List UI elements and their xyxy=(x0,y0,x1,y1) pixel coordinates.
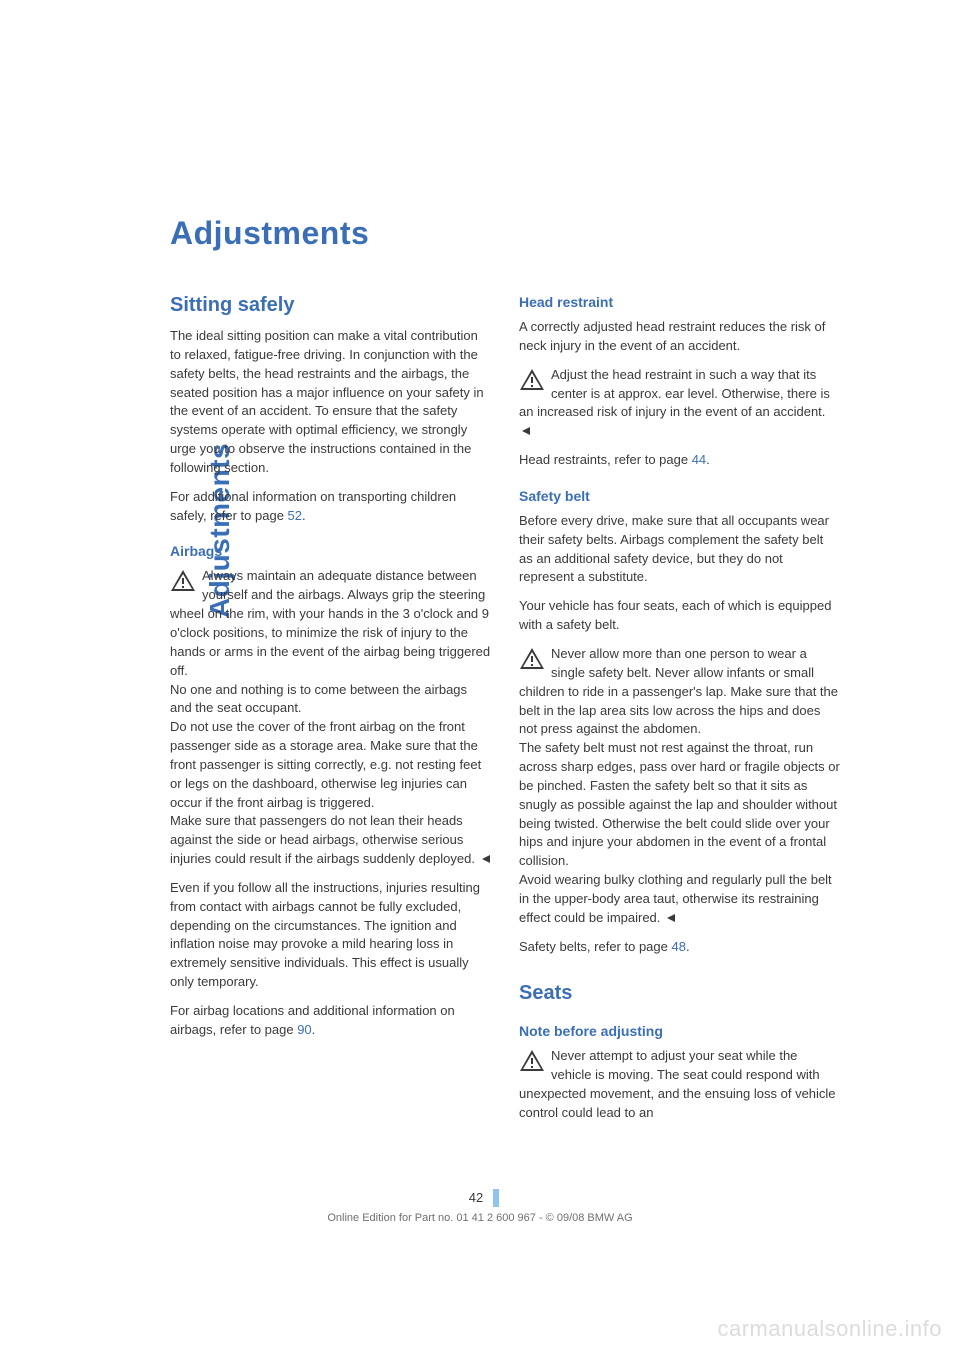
text-fragment: Head restraints, refer to page xyxy=(519,452,692,467)
watermark: carmanualsonline.info xyxy=(717,1316,942,1342)
page-reference-link[interactable]: 52 xyxy=(288,508,302,523)
page-reference-link[interactable]: 44 xyxy=(692,452,706,467)
heading-head-restraint: Head restraint xyxy=(519,294,840,310)
warning-icon xyxy=(519,647,545,670)
warning-text: Always maintain an adequate distance bet… xyxy=(170,568,490,866)
heading-airbags: Airbags xyxy=(170,543,491,559)
warning-text: Never allow more than one person to wear… xyxy=(519,646,840,925)
warning-icon xyxy=(519,368,545,391)
page-content: Adjustments Sitting safely The ideal sit… xyxy=(170,215,840,1133)
end-mark-icon xyxy=(481,854,491,864)
paragraph: Your vehicle has four seats, each of whi… xyxy=(519,597,840,635)
warning-block-seats: Never attempt to adjust your seat while … xyxy=(519,1047,840,1122)
two-column-layout: Sitting safely The ideal sitting positio… xyxy=(170,294,840,1133)
page-reference-link[interactable]: 90 xyxy=(297,1022,311,1037)
warning-block-airbags: Always maintain an adequate distance bet… xyxy=(170,567,491,869)
page-number-accent-bar xyxy=(493,1189,499,1207)
text-fragment: . xyxy=(312,1022,316,1037)
paragraph: For additional information on transporti… xyxy=(170,488,491,526)
paragraph: Even if you follow all the instructions,… xyxy=(170,879,491,992)
column-right: Head restraint A correctly adjusted head… xyxy=(519,294,840,1133)
paragraph: For airbag locations and additional info… xyxy=(170,1002,491,1040)
end-mark-icon xyxy=(521,426,531,436)
chapter-title: Adjustments xyxy=(170,215,840,252)
warning-text: Never attempt to adjust your seat while … xyxy=(519,1048,836,1120)
text-fragment: . xyxy=(686,939,690,954)
paragraph: Safety belts, refer to page 48. xyxy=(519,938,840,957)
end-mark-icon xyxy=(666,913,676,923)
footer-edition-line: Online Edition for Part no. 01 41 2 600 … xyxy=(0,1212,960,1224)
text-fragment: . xyxy=(706,452,710,467)
paragraph: Before every drive, make sure that all o… xyxy=(519,512,840,587)
text-fragment: For additional information on transporti… xyxy=(170,489,456,523)
heading-note-before-adjusting: Note before adjusting xyxy=(519,1023,840,1039)
warning-block-safety-belt: Never allow more than one person to wear… xyxy=(519,645,840,928)
paragraph: The ideal sitting position can make a vi… xyxy=(170,327,491,478)
paragraph: Head restraints, refer to page 44. xyxy=(519,451,840,470)
page-reference-link[interactable]: 48 xyxy=(671,939,685,954)
column-left: Sitting safely The ideal sitting positio… xyxy=(170,294,491,1133)
paragraph: A correctly adjusted head restraint redu… xyxy=(519,318,840,356)
warning-icon xyxy=(170,569,196,592)
text-fragment: Safety belts, refer to page xyxy=(519,939,671,954)
warning-text: Adjust the head restraint in such a way … xyxy=(519,367,830,420)
heading-safety-belt: Safety belt xyxy=(519,488,840,504)
page-number: 42 xyxy=(461,1188,491,1207)
page-number-wrap: 42 xyxy=(0,1188,960,1207)
heading-sitting-safely: Sitting safely xyxy=(170,294,491,317)
text-fragment: . xyxy=(302,508,306,523)
heading-seats: Seats xyxy=(519,982,840,1005)
warning-icon xyxy=(519,1049,545,1072)
warning-block-headrest: Adjust the head restraint in such a way … xyxy=(519,366,840,441)
